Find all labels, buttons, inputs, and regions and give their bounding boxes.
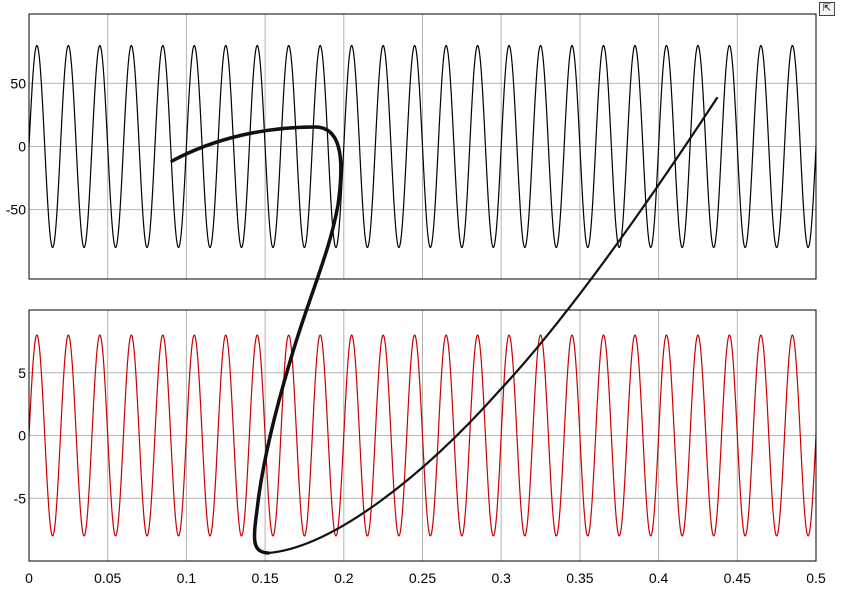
y-tick-label: 50	[10, 75, 26, 91]
x-tick-label: 0.25	[409, 570, 436, 586]
x-tick-label: 0.05	[94, 570, 121, 586]
hand-drawn-annotation	[170, 96, 719, 555]
y-tick-label: 0	[18, 139, 26, 155]
x-tick-label: 0.3	[491, 570, 511, 586]
undock-button[interactable]: ⇱	[819, 2, 835, 16]
x-tick-label: 0.4	[649, 570, 669, 586]
y-tick-label: -5	[14, 490, 27, 506]
annotation-stroke-thin	[266, 96, 719, 555]
x-tick-label: 0.5	[806, 570, 826, 586]
signal-trace	[28, 44, 817, 249]
axes-border	[28, 13, 817, 280]
x-tick-label: 0.45	[724, 570, 751, 586]
annotation-stroke-thick	[170, 125, 343, 555]
x-tick-label: 0	[25, 570, 33, 586]
x-tick-label: 0.2	[334, 570, 354, 586]
signal-trace	[28, 334, 817, 537]
axes-border	[28, 309, 817, 562]
undock-arrow-icon: ⇱	[822, 3, 832, 14]
x-tick-label: 0.1	[177, 570, 197, 586]
y-tick-label: 0	[18, 428, 26, 444]
y-tick-label: 5	[18, 365, 26, 381]
top-axes: 50 0 -50	[6, 13, 817, 280]
bottom-axes: 5 0 -5 0 0.05 0.1 0.15 0.2 0.25 0.3 0.35 0.4 0.45 0.5	[14, 309, 826, 586]
x-tick-label: 0.15	[251, 570, 278, 586]
x-tick-label: 0.35	[566, 570, 593, 586]
y-tick-label: -50	[6, 202, 26, 218]
